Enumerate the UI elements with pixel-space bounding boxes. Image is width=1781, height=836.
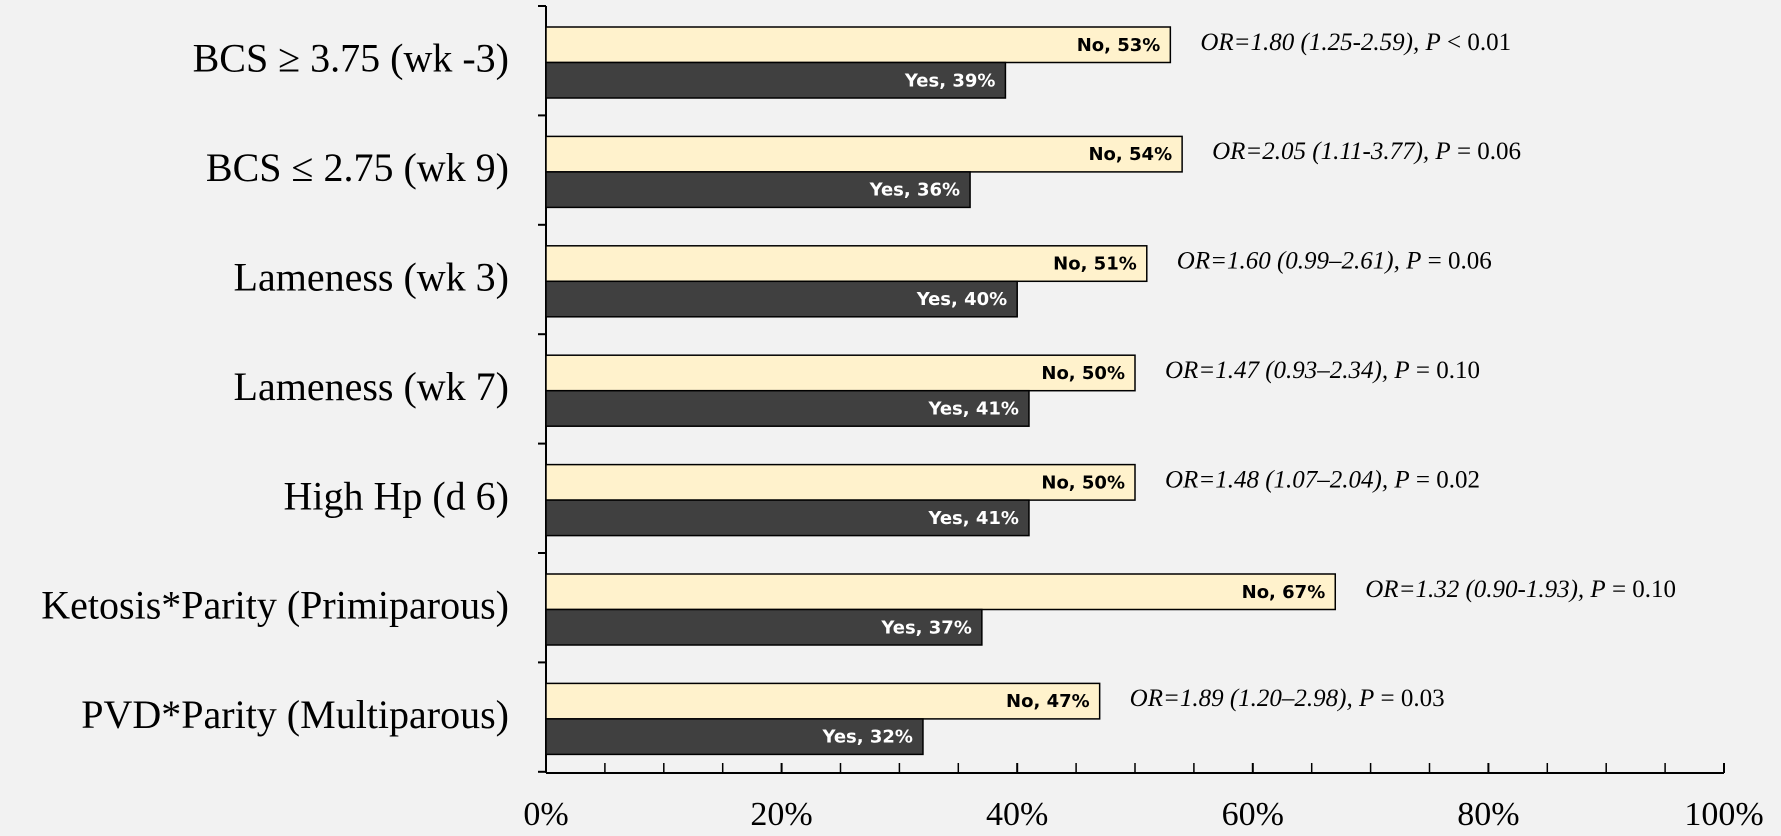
annotation-plain: = 0.10: [1606, 575, 1676, 602]
annotation: OR=1.80 (1.25-2.59), P < 0.01: [1200, 28, 1511, 55]
bar: [545, 608, 983, 646]
annotation: OR=1.32 (0.90-1.93), P = 0.10: [1365, 575, 1676, 602]
data-label: No, 50%: [1041, 363, 1125, 384]
annotation-italic: OR=1.80 (1.25-2.59), P: [1200, 28, 1440, 55]
x-tick-label: 20%: [750, 796, 812, 833]
category-label: Lameness (wk 7): [234, 364, 509, 409]
annotation: OR=2.05 (1.11-3.77), P = 0.06: [1212, 138, 1521, 165]
annotation-italic: OR=1.60 (0.99–2.61), P: [1177, 247, 1422, 274]
bar: [545, 61, 1007, 99]
bar: [545, 245, 1148, 283]
annotation-plain: < 0.01: [1441, 28, 1511, 55]
category-label: BCS ≥ 3.75 (wk -3): [193, 36, 509, 81]
category-label: BCS ≤ 2.75 (wk 9): [206, 145, 509, 190]
category-label: High Hp (d 6): [283, 473, 509, 518]
data-label: Yes, 37%: [880, 617, 972, 638]
annotation-plain: = 0.10: [1410, 357, 1480, 384]
data-label: Yes, 32%: [821, 727, 913, 748]
bar: [545, 354, 1136, 392]
bar: [545, 26, 1172, 64]
x-tick-label: 80%: [1457, 796, 1519, 833]
data-label: No, 51%: [1053, 254, 1137, 275]
bar: [545, 682, 1101, 720]
data-label: Yes, 40%: [916, 289, 1008, 310]
x-tick-label: 0%: [523, 796, 568, 833]
data-label: No, 47%: [1006, 691, 1090, 712]
data-label: Yes, 41%: [927, 398, 1019, 419]
x-tick-label: 40%: [986, 796, 1048, 833]
bar: [545, 718, 924, 756]
data-label: No, 54%: [1088, 144, 1172, 165]
x-tick-label: 60%: [1222, 796, 1284, 833]
annotation: OR=1.47 (0.93–2.34), P = 0.10: [1165, 357, 1480, 384]
bar: [545, 389, 1030, 427]
bar: [545, 171, 971, 209]
annotation-italic: OR=1.32 (0.90-1.93), P: [1365, 575, 1605, 602]
data-label: Yes, 41%: [927, 508, 1019, 529]
data-label: Yes, 36%: [869, 180, 961, 201]
bar: [545, 499, 1030, 537]
bar: [545, 280, 1018, 318]
data-label: No, 53%: [1077, 35, 1161, 56]
data-label: Yes, 39%: [904, 70, 996, 91]
category-label: Lameness (wk 3): [234, 254, 509, 299]
annotation-plain: = 0.06: [1421, 247, 1491, 274]
annotation-plain: = 0.06: [1451, 138, 1521, 165]
bar: [545, 463, 1136, 501]
annotation-plain: = 0.02: [1410, 466, 1480, 493]
bar: [545, 135, 1183, 173]
x-tick-label: 100%: [1684, 796, 1763, 833]
annotation: OR=1.60 (0.99–2.61), P = 0.06: [1177, 247, 1492, 274]
annotation-plain: = 0.03: [1374, 685, 1444, 712]
annotation: OR=1.89 (1.20–2.98), P = 0.03: [1130, 685, 1445, 712]
data-label: No, 67%: [1242, 582, 1326, 603]
data-label: No, 50%: [1041, 472, 1125, 493]
annotation: OR=1.48 (1.07–2.04), P = 0.02: [1165, 466, 1480, 493]
annotation-italic: OR=1.48 (1.07–2.04), P: [1165, 466, 1410, 493]
annotation-italic: OR=1.47 (0.93–2.34), P: [1165, 357, 1410, 384]
category-label: Ketosis*Parity (Primiparous): [41, 583, 509, 628]
annotation-italic: OR=1.89 (1.20–2.98), P: [1130, 685, 1375, 712]
bar: [545, 573, 1337, 611]
category-label: PVD*Parity (Multiparous): [81, 692, 509, 737]
annotation-italic: OR=2.05 (1.11-3.77), P: [1212, 138, 1451, 165]
